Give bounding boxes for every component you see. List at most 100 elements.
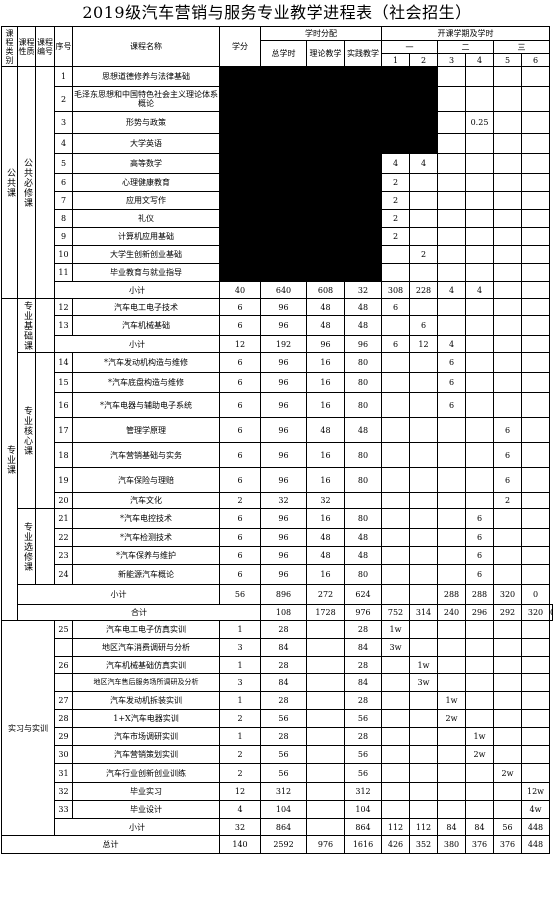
total-cell: 96 xyxy=(260,315,307,336)
term-6-cell xyxy=(521,745,550,764)
term-4-cell: 6 xyxy=(465,546,494,565)
term-4-cell xyxy=(465,763,494,783)
course-name: 毛泽东思想和中国特色社会主义理论体系概论 xyxy=(72,86,220,112)
term-6-cell: 12w xyxy=(521,782,550,801)
header-nature: 课程性质 xyxy=(17,26,36,67)
category-public: 公共课 xyxy=(1,66,18,299)
term-1-cell xyxy=(381,528,410,547)
term-2-cell xyxy=(409,620,438,639)
practice-cell: 80 xyxy=(344,352,382,373)
seq-cell: 15 xyxy=(54,372,73,393)
credit-cell: 1 xyxy=(219,727,261,746)
term-3-cell: 1w xyxy=(437,691,466,710)
term-4-cell xyxy=(465,800,494,819)
term-3-cell xyxy=(437,800,466,819)
term-3-cell: 4 xyxy=(437,281,466,299)
seq-cell: 5 xyxy=(54,153,73,174)
header-name: 课程名称 xyxy=(72,26,220,67)
term-1-cell xyxy=(381,467,410,493)
subtotal-practice: 864 xyxy=(344,818,382,836)
total-cell: 84 xyxy=(260,673,307,692)
subtotal-total: 896 xyxy=(260,584,307,605)
subtotal-label: 小计 xyxy=(54,281,220,299)
term-5-cell xyxy=(493,133,522,154)
term-2-cell xyxy=(409,442,438,468)
term-2-cell xyxy=(409,638,438,657)
subtotal-theory: 608 xyxy=(306,281,345,299)
theory-cell: 48 xyxy=(306,417,345,443)
theory-cell xyxy=(306,673,345,692)
term-5-cell xyxy=(493,335,522,353)
table-row: 19 汽车保险与理赔 6 96 16 80 6 xyxy=(2,467,553,493)
term-5-cell xyxy=(493,392,522,418)
term-1-cell: 112 xyxy=(381,818,410,836)
seq-cell xyxy=(54,673,73,692)
term-5-cell: 2 xyxy=(493,492,522,509)
credit-cell: 3 xyxy=(219,638,261,657)
total-cell: 96 xyxy=(260,564,307,585)
table-row: 22 *汽车检测技术 6 96 48 48 6 xyxy=(2,528,553,547)
course-name: 大学英语 xyxy=(72,133,220,154)
practice-cell: 48 xyxy=(344,315,382,336)
course-name: 新能源汽车概论 xyxy=(72,564,220,585)
term-4-cell xyxy=(465,352,494,373)
term-4-cell: 4 xyxy=(465,281,494,299)
term-5-cell: 320 xyxy=(493,584,522,605)
term-2-cell: 112 xyxy=(409,818,438,836)
term-3-cell xyxy=(437,245,466,264)
practice-cell: 80 xyxy=(344,564,382,585)
table-row: 公共课 公共必修课 1 思想道德修养与法律基础 xyxy=(1,66,553,299)
term-6-cell xyxy=(521,372,550,393)
term-6-cell xyxy=(521,467,550,493)
term-2-cell xyxy=(409,191,438,210)
term-5-cell xyxy=(493,709,522,728)
credit-cell: 4 xyxy=(219,800,261,819)
total-total: 1728 xyxy=(306,604,345,621)
credit-cell: 6 xyxy=(219,392,261,418)
term-3-cell: 6 xyxy=(437,392,466,418)
total-cell: 104 xyxy=(260,800,307,819)
table-row: 20 汽车文化 2 32 32 2 xyxy=(2,492,553,509)
term-6-cell xyxy=(521,86,550,112)
term-5-cell xyxy=(493,620,522,639)
table-row: 10 大学生创新创业基础 2 xyxy=(2,245,553,264)
credit-cell: 1 xyxy=(219,620,261,639)
table-row: 总计 140 2592 976 1616 426 352 380 376 376 448 xyxy=(1,835,553,854)
term-4-cell xyxy=(465,417,494,443)
credit-cell: 6 xyxy=(219,298,261,316)
term-5-cell xyxy=(493,372,522,393)
table-row: 17 管理学原理 6 96 48 48 6 xyxy=(2,417,553,443)
term-3-cell: 84 xyxy=(437,818,466,836)
term-5-cell xyxy=(493,153,522,174)
nature-public-required-text: 公共必修课 xyxy=(22,157,32,208)
seq-cell: 1 xyxy=(54,66,73,87)
term-1-cell: 3w xyxy=(381,638,410,657)
practice-cell: 84 xyxy=(344,638,382,657)
table-row: 26 汽车机械基础仿真实训 1 28 28 1w xyxy=(2,656,553,674)
term-5-cell xyxy=(493,111,522,134)
theory-cell: 16 xyxy=(306,392,345,418)
term-6-cell xyxy=(521,298,550,316)
credit-cell: 6 xyxy=(219,528,261,547)
term-4-cell xyxy=(465,709,494,728)
term-6-cell xyxy=(521,173,550,192)
total-cell: 56 xyxy=(260,763,307,783)
total-cell: 96 xyxy=(260,546,307,565)
header-code: 课程编号 xyxy=(35,26,55,67)
table-row: 15 *汽车底盘构造与维修 6 96 16 80 6 xyxy=(2,372,553,393)
practice-cell: 28 xyxy=(344,727,382,746)
code-cell xyxy=(35,298,55,353)
seq-cell: 12 xyxy=(54,298,73,316)
term-5-cell: 56 xyxy=(493,818,522,836)
page-title: 2019级汽车营销与服务专业教学进程表（社会招生） xyxy=(82,3,472,22)
course-name: 思想道德修养与法律基础 xyxy=(72,66,220,87)
header-year-2: 二 xyxy=(437,40,494,54)
term-5-cell xyxy=(493,745,522,764)
theory-cell xyxy=(306,800,345,819)
term-5-cell: 6 xyxy=(493,467,522,493)
term-6-cell xyxy=(521,417,550,443)
term-2-cell xyxy=(409,528,438,547)
theory-cell: 16 xyxy=(306,564,345,585)
seq-cell: 26 xyxy=(54,656,73,674)
term-4-cell xyxy=(465,638,494,657)
